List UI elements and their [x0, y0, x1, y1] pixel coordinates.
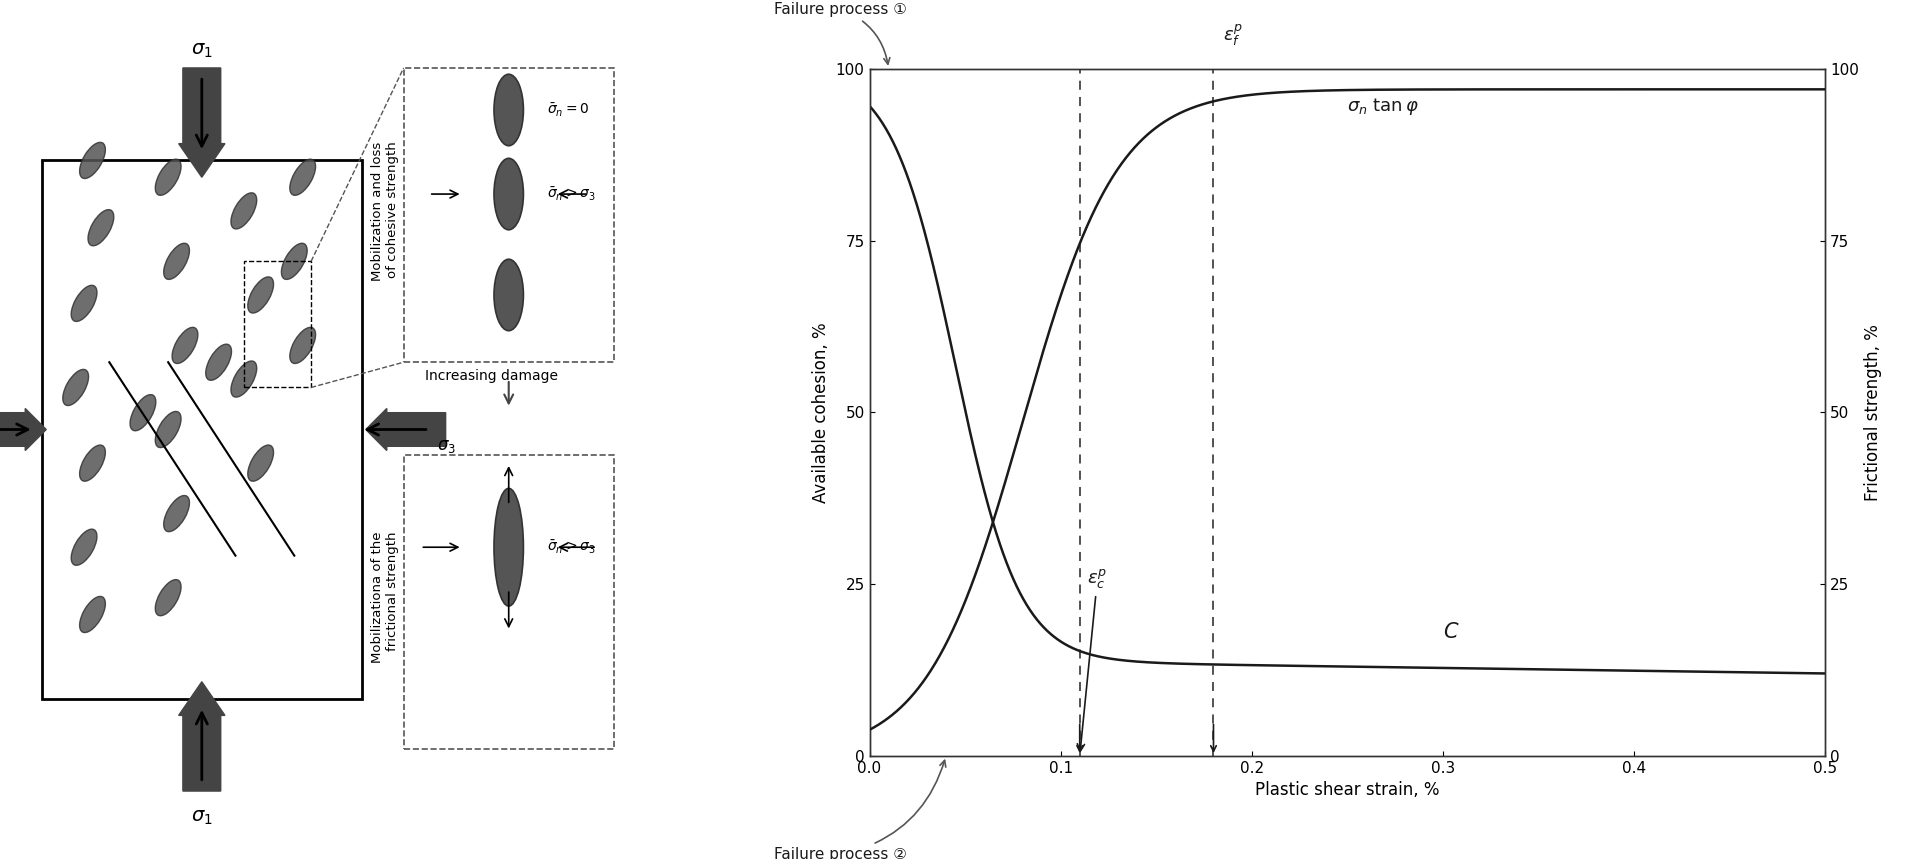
Ellipse shape: [290, 159, 315, 195]
Ellipse shape: [493, 74, 524, 146]
FancyArrow shape: [180, 68, 225, 177]
Text: $\bar{\sigma}_n = 0$: $\bar{\sigma}_n = 0$: [547, 101, 589, 119]
Ellipse shape: [80, 445, 105, 481]
Ellipse shape: [80, 143, 105, 179]
Text: $C$: $C$: [1443, 622, 1460, 643]
FancyArrow shape: [180, 682, 225, 791]
Ellipse shape: [290, 327, 315, 363]
Ellipse shape: [155, 159, 182, 195]
Ellipse shape: [71, 285, 97, 321]
Ellipse shape: [88, 210, 115, 246]
Ellipse shape: [155, 580, 182, 616]
FancyBboxPatch shape: [403, 68, 613, 362]
Ellipse shape: [130, 394, 157, 430]
Ellipse shape: [493, 158, 524, 230]
FancyBboxPatch shape: [42, 161, 361, 698]
Text: Mobilization and loss
of cohesive strength: Mobilization and loss of cohesive streng…: [371, 141, 399, 281]
Ellipse shape: [63, 369, 88, 405]
Ellipse shape: [231, 361, 256, 397]
Text: Mobilizationa of the
frictional strength: Mobilizationa of the frictional strength: [371, 532, 399, 663]
Ellipse shape: [231, 192, 256, 229]
Text: $\sigma_1$: $\sigma_1$: [191, 40, 212, 59]
Ellipse shape: [155, 411, 182, 448]
Y-axis label: Frictional strength, %: Frictional strength, %: [1865, 324, 1882, 501]
Y-axis label: Available cohesion, %: Available cohesion, %: [812, 322, 829, 503]
FancyArrow shape: [365, 409, 445, 450]
FancyBboxPatch shape: [403, 454, 613, 749]
Text: $\sigma_1$: $\sigma_1$: [191, 807, 212, 827]
Ellipse shape: [248, 277, 273, 313]
X-axis label: Plastic shear strain, %: Plastic shear strain, %: [1256, 782, 1439, 800]
Ellipse shape: [493, 259, 524, 331]
Text: $\sigma_n\ \tan\varphi$: $\sigma_n\ \tan\varphi$: [1347, 96, 1420, 117]
Text: Failure process ①: Failure process ①: [774, 2, 908, 64]
Text: $\bar{\sigma}_n > \sigma_3$: $\bar{\sigma}_n > \sigma_3$: [547, 539, 594, 556]
FancyArrow shape: [0, 409, 46, 450]
Ellipse shape: [281, 243, 308, 279]
Ellipse shape: [80, 596, 105, 632]
Text: Failure process ②: Failure process ②: [774, 760, 946, 859]
Text: Increasing damage: Increasing damage: [426, 369, 558, 383]
Ellipse shape: [164, 243, 189, 279]
Text: $\sigma_3$: $\sigma_3$: [438, 437, 457, 455]
Ellipse shape: [172, 327, 199, 363]
Ellipse shape: [493, 489, 524, 606]
Text: $\varepsilon_f^p$: $\varepsilon_f^p$: [1223, 22, 1242, 48]
Ellipse shape: [206, 344, 231, 381]
Ellipse shape: [248, 445, 273, 481]
Ellipse shape: [164, 496, 189, 532]
Ellipse shape: [71, 529, 97, 565]
Text: $\varepsilon_c^p$: $\varepsilon_c^p$: [1078, 568, 1106, 752]
Text: $\bar{\sigma}_n > \sigma_3$: $\bar{\sigma}_n > \sigma_3$: [547, 186, 594, 203]
